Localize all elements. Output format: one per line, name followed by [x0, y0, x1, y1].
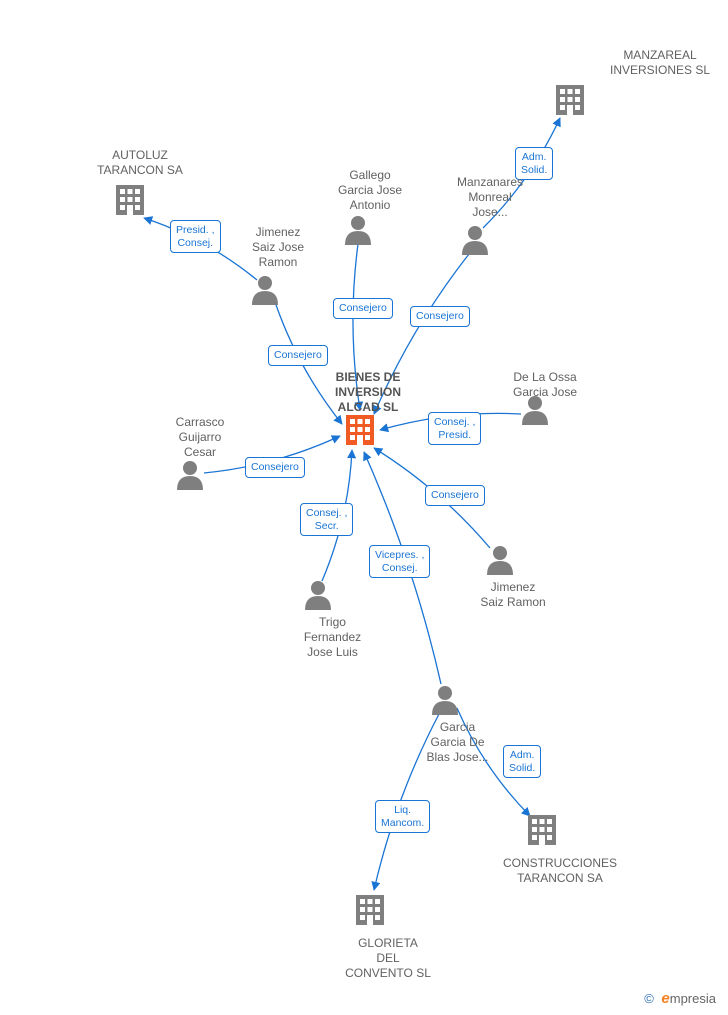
node-label-manzareal: MANZAREAL INVERSIONES SL	[600, 48, 720, 78]
node-label-glorieta: GLORIETA DEL CONVENTO SL	[328, 936, 448, 981]
node-label-center: BIENES DE INVERSION ALCAD SL	[323, 370, 413, 415]
edge-label-e3: Consejero	[333, 298, 393, 319]
edge-label-e10: Vicepres. , Consej.	[369, 545, 430, 578]
edge-label-e11: Adm. Solid.	[503, 745, 541, 778]
edge-label-e1: Presid. , Consej.	[170, 220, 221, 253]
company-icon-manzareal[interactable]	[556, 85, 584, 115]
copyright-symbol: ©	[644, 991, 654, 1006]
person-icon-jimenez_r[interactable]	[487, 546, 513, 575]
company-icon-center[interactable]	[346, 415, 374, 445]
person-icon-trigo[interactable]	[305, 581, 331, 610]
company-icon-construc[interactable]	[528, 815, 556, 845]
edge-label-e2: Consejero	[268, 345, 328, 366]
node-label-trigo: Trigo Fernandez Jose Luis	[290, 615, 375, 660]
person-icon-carrasco[interactable]	[177, 461, 203, 490]
node-label-jimenez_r: Jimenez Saiz Ramon	[468, 580, 558, 610]
node-label-jimenez_jr: Jimenez Saiz Jose Ramon	[238, 225, 318, 270]
company-icon-glorieta[interactable]	[356, 895, 384, 925]
person-icon-delaossa[interactable]	[522, 396, 548, 425]
node-label-carrasco: Carrasco Guijarro Cesar	[160, 415, 240, 460]
footer-credit: © empresia	[644, 990, 716, 1007]
node-label-autoluz: AUTOLUZ TARANCON SA	[80, 148, 200, 178]
edge-label-e12: Liq. Mancom.	[375, 800, 430, 833]
person-icon-jimenez_jr[interactable]	[252, 276, 278, 305]
node-label-manzanares: Manzanares Monreal Jose...	[445, 175, 535, 220]
node-label-delaossa: De La Ossa Garcia Jose	[495, 370, 595, 400]
company-icon-autoluz[interactable]	[116, 185, 144, 215]
person-icon-garcia[interactable]	[432, 686, 458, 715]
edge-label-e8: Consej. , Secr.	[300, 503, 353, 536]
node-label-construc: CONSTRUCCIONES TARANCON SA	[490, 856, 630, 886]
edge-label-e7: Consejero	[245, 457, 305, 478]
node-label-garcia: Garcia Garcia De Blas Jose...	[415, 720, 500, 765]
edge-label-e4: Consejero	[410, 306, 470, 327]
brand-first-letter: e	[661, 990, 669, 1007]
person-icon-gallego[interactable]	[345, 216, 371, 245]
brand-rest: mpresia	[670, 991, 716, 1006]
node-label-gallego: Gallego Garcia Jose Antonio	[325, 168, 415, 213]
edge-label-e6: Consej. , Presid.	[428, 412, 481, 445]
edge-label-e9: Consejero	[425, 485, 485, 506]
person-icon-manzanares[interactable]	[462, 226, 488, 255]
